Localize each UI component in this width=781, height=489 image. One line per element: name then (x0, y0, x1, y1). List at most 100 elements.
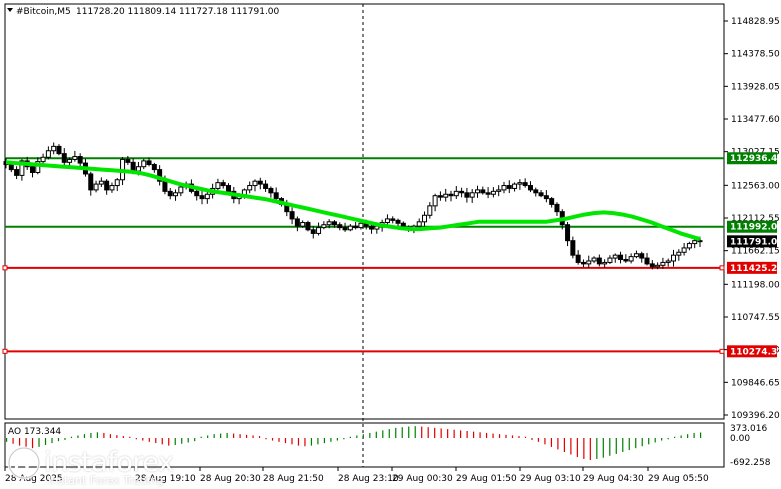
moving-average-layer (5, 160, 701, 242)
ao-bar (135, 438, 137, 440)
ao-bar (349, 436, 351, 438)
ao-bar (90, 432, 92, 438)
candle-body (130, 161, 136, 172)
instaforex-logo (7, 446, 41, 480)
candle-body (639, 253, 645, 259)
ao-bar (31, 438, 34, 449)
price-tag-label: 112936.48 (730, 154, 781, 164)
candle-body (226, 185, 232, 192)
ao-bar (674, 436, 676, 438)
ao-bar (492, 433, 494, 438)
ao-bar (635, 438, 637, 449)
ao-bar (479, 432, 481, 438)
candle-body (67, 158, 73, 163)
candle-body (522, 182, 528, 187)
ao-bar (680, 435, 682, 438)
price-tick-label: 111198.00 (731, 280, 780, 290)
candle-body (321, 224, 327, 229)
candle-body (199, 195, 205, 200)
candle-body (252, 180, 258, 187)
candle-body (697, 240, 703, 243)
ao-bar (440, 428, 442, 438)
candle-body (146, 160, 152, 166)
price-tick-label: 113477.60 (731, 115, 780, 125)
ao-scale-label: 0.00 (730, 434, 750, 444)
candle-body (114, 179, 120, 187)
moving-average-line (5, 160, 701, 242)
candle-body (40, 156, 46, 163)
ao-bar (661, 438, 663, 441)
candle-body (29, 166, 35, 173)
price-tick-label: 111662.15 (731, 247, 780, 257)
ao-bar (213, 434, 215, 438)
ao-bar (174, 438, 176, 445)
candle-body (538, 192, 544, 197)
candle-body (565, 224, 571, 242)
candle-body (474, 189, 480, 194)
candle-body (337, 224, 343, 229)
ao-bar (6, 438, 8, 442)
ao-bar (330, 438, 332, 442)
candle-body (490, 190, 496, 195)
time-tick-label: 29 Aug 00:30 (392, 474, 453, 484)
ao-bar (343, 438, 345, 440)
price-tag-green (727, 220, 777, 233)
candle-body (575, 254, 581, 263)
candle-body (533, 189, 539, 194)
candle-body (686, 243, 692, 249)
price-tag-label: 111791.00 (730, 237, 781, 247)
ao-bar (576, 438, 578, 458)
candle-body (596, 257, 602, 265)
ao-bar (369, 432, 371, 438)
symbol-label: #Bitcoin,M5 (16, 7, 71, 17)
ao-bar (648, 438, 650, 445)
candle-body (263, 183, 269, 189)
candle-body (35, 161, 41, 173)
time-tick-label: 28 Aug 23:10 (338, 474, 399, 484)
ao-bar (258, 436, 261, 438)
candle-body (591, 257, 597, 262)
candle-body (453, 190, 459, 197)
candle-body (543, 195, 549, 200)
candle-body (671, 254, 677, 262)
candle-body (496, 189, 502, 192)
price-tag-label: 111425.22 (730, 264, 781, 274)
ao-bar (297, 438, 300, 446)
price-tag-label: 111992.06 (730, 223, 781, 233)
candle-body (676, 251, 682, 256)
logo-name: instaforex (44, 447, 174, 478)
candle-body (273, 192, 279, 200)
ao-bar (460, 430, 462, 438)
candle-body (618, 254, 624, 261)
ao-bar (596, 438, 598, 459)
ao-bar (524, 436, 527, 438)
candle-body (384, 218, 390, 224)
candle-body (135, 166, 141, 172)
candle-body (109, 185, 115, 191)
candle-body (257, 180, 263, 185)
ao-bar (654, 438, 656, 443)
ao-bar (161, 438, 163, 445)
ao-bar (278, 438, 280, 442)
ao-bar (245, 434, 248, 438)
candle-body (305, 222, 311, 231)
ao-bar (537, 438, 540, 442)
candle-body (326, 221, 332, 226)
ao-bar (602, 438, 604, 458)
candle-body (45, 150, 51, 158)
ao-bar (641, 438, 643, 447)
ao-bar (44, 438, 47, 445)
ao-bar (226, 432, 228, 438)
candle-body (416, 221, 422, 227)
ao-bar (518, 436, 520, 438)
ohlc-label: 111728.20 111809.14 111727.18 111791.00 (76, 7, 280, 17)
ao-bar (434, 427, 436, 438)
ao-bar (382, 430, 384, 438)
candle-body (464, 192, 470, 198)
ao-bar (265, 438, 267, 440)
ao-bar (116, 435, 118, 438)
candle-body (353, 225, 359, 229)
candle-body (141, 160, 147, 168)
candle-body (61, 153, 67, 163)
